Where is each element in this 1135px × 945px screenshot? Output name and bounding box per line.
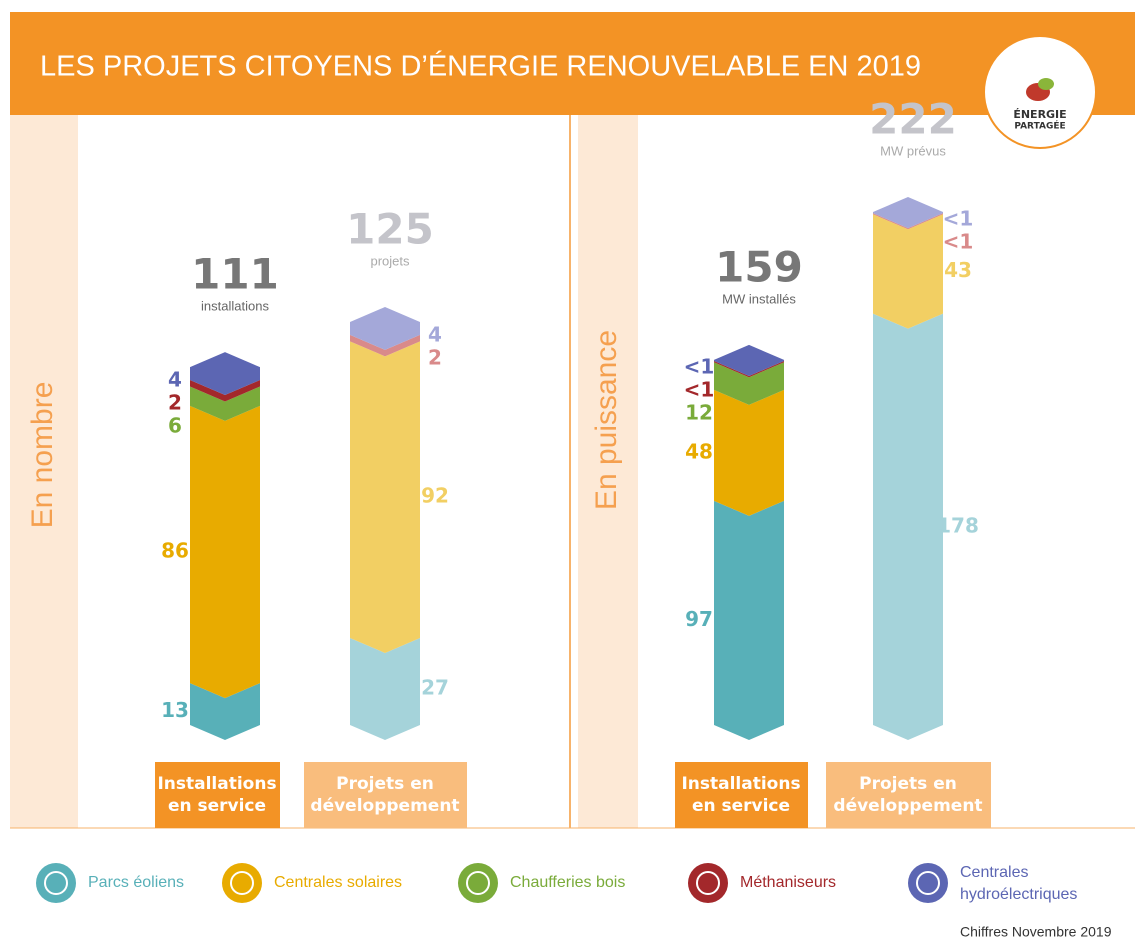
- bar-segment: [350, 334, 420, 357]
- bar-segment: [873, 214, 943, 329]
- total-label: projets: [370, 253, 410, 268]
- panel-strip: [578, 115, 638, 828]
- legend-label: Centrales solaires: [274, 874, 403, 891]
- data-label: 12: [685, 400, 713, 424]
- category-label: Installations en service: [674, 762, 808, 828]
- bar-segment: [190, 380, 260, 402]
- legend-label: Chaufferies bois: [510, 874, 626, 891]
- category-label: Installations en service: [154, 762, 280, 828]
- bar-segment: [350, 341, 420, 653]
- data-label: <1: [943, 207, 974, 231]
- legend-icon-line: [44, 871, 68, 895]
- data-label: <1: [684, 377, 715, 401]
- total-label: installations: [201, 299, 269, 314]
- legend-icon-line: [230, 871, 254, 895]
- chart-title: LES PROJETS CITOYENS D’ÉNERGIE RENOUVELA…: [40, 50, 921, 83]
- legend-label: Parcs éoliens: [88, 874, 185, 891]
- data-label: 4: [168, 368, 182, 392]
- data-label: 86: [161, 538, 189, 562]
- data-label: 13: [161, 698, 189, 722]
- bar-segment: [714, 500, 784, 740]
- data-label: <1: [943, 230, 974, 254]
- total: 222: [869, 95, 957, 144]
- data-label: 43: [944, 258, 972, 282]
- header-band: [10, 12, 1135, 115]
- logo-text: ÉNERGIE: [1013, 108, 1066, 121]
- bar-segment: [714, 389, 784, 516]
- total: 125: [346, 205, 434, 254]
- legend-icon-line: [466, 871, 490, 895]
- panel-title: En puissance: [590, 330, 623, 510]
- legend-label: Méthaniseurs: [740, 874, 837, 891]
- bar-segment: [350, 307, 420, 350]
- legend-icon: [458, 863, 498, 903]
- data-label: 4: [428, 322, 442, 346]
- bar-segment: [873, 197, 943, 229]
- total: 159: [715, 242, 803, 291]
- legend-icon: [36, 863, 76, 903]
- legend-label: Centrales hydroélectriques: [960, 864, 1078, 903]
- bar-segment: [190, 386, 260, 421]
- data-label: 178: [937, 513, 979, 537]
- panel-title: En nombre: [26, 382, 59, 529]
- total-label: MW installés: [722, 291, 796, 306]
- data-label: 2: [168, 391, 182, 415]
- logo-leaf: [1038, 78, 1054, 90]
- legend-icon: [222, 863, 262, 903]
- legend-icon: [688, 863, 728, 903]
- bar-segment: [714, 344, 784, 377]
- data-label: 92: [421, 484, 449, 508]
- bar-segment: [190, 683, 260, 740]
- legend-icon-line: [696, 871, 720, 895]
- legend-icon: [908, 863, 948, 903]
- data-label: 97: [685, 607, 713, 631]
- logo-text: PARTAGÉE: [1014, 120, 1065, 132]
- data-label: 48: [685, 439, 713, 463]
- data-label: 6: [168, 414, 182, 438]
- legend-icon-line: [916, 871, 940, 895]
- category-label: Projets en développement: [825, 762, 991, 828]
- total-label: MW prévus: [880, 143, 946, 158]
- bar-segment: [873, 313, 943, 740]
- bar-segment: [714, 362, 784, 405]
- bar-segment: [190, 405, 260, 699]
- category-label: Projets en développement: [303, 762, 467, 828]
- bar-segment: [350, 637, 420, 740]
- footnote: Chiffres Novembre 2019: [960, 924, 1112, 940]
- data-label: 2: [428, 345, 442, 369]
- total: 111: [191, 250, 279, 299]
- bar-segment: [190, 352, 260, 396]
- panel-strip: [10, 115, 78, 828]
- data-label: <1: [684, 354, 715, 378]
- data-label: 27: [421, 675, 449, 699]
